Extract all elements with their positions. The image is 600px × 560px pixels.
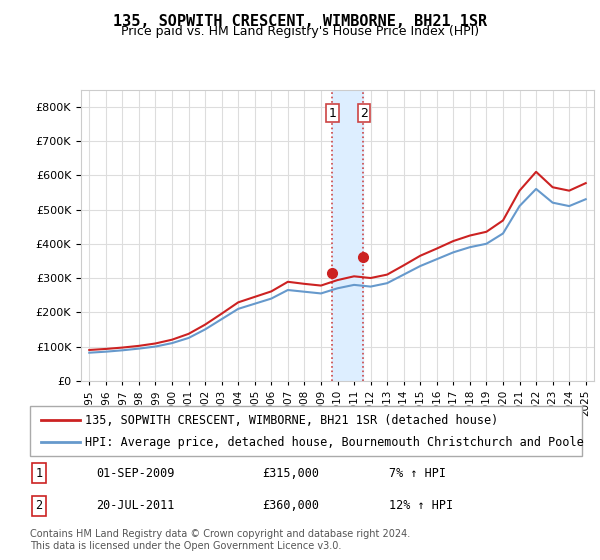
Text: 7% ↑ HPI: 7% ↑ HPI [389,467,446,480]
Text: 1: 1 [329,107,337,120]
Text: 20-JUL-2011: 20-JUL-2011 [96,499,175,512]
Text: 1: 1 [35,467,43,480]
FancyBboxPatch shape [30,406,582,456]
Text: HPI: Average price, detached house, Bournemouth Christchurch and Poole: HPI: Average price, detached house, Bour… [85,436,584,449]
Text: £315,000: £315,000 [262,467,319,480]
Text: Contains HM Land Registry data © Crown copyright and database right 2024.
This d: Contains HM Land Registry data © Crown c… [30,529,410,551]
Text: £360,000: £360,000 [262,499,319,512]
Text: 01-SEP-2009: 01-SEP-2009 [96,467,175,480]
Bar [332,90,363,381]
Text: 135, SOPWITH CRESCENT, WIMBORNE, BH21 1SR (detached house): 135, SOPWITH CRESCENT, WIMBORNE, BH21 1S… [85,414,499,427]
Text: 2: 2 [35,499,43,512]
Text: Price paid vs. HM Land Registry's House Price Index (HPI): Price paid vs. HM Land Registry's House … [121,25,479,38]
Text: 2: 2 [360,107,368,120]
Text: 135, SOPWITH CRESCENT, WIMBORNE, BH21 1SR: 135, SOPWITH CRESCENT, WIMBORNE, BH21 1S… [113,14,487,29]
Text: 12% ↑ HPI: 12% ↑ HPI [389,499,453,512]
